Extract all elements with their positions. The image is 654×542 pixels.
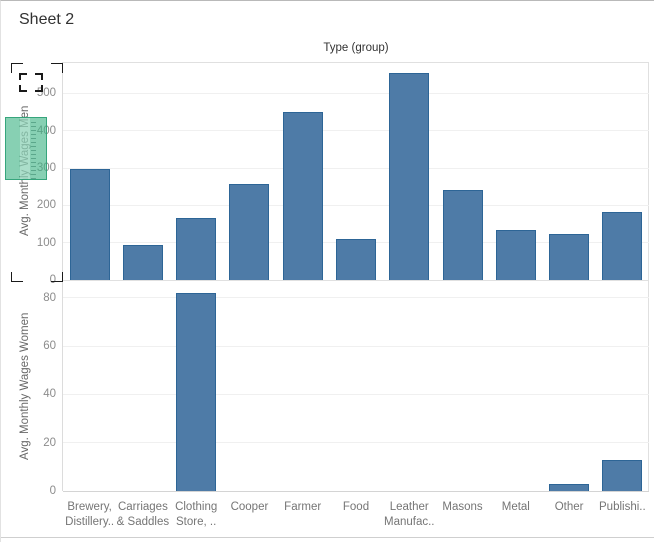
sheet-title: Sheet 2: [19, 11, 75, 28]
column-field-header: Type (group): [323, 42, 389, 54]
y-tick-label: 40: [43, 388, 56, 401]
zoom-icon-corner: [35, 73, 43, 80]
axis-highlight-tick: [31, 122, 36, 123]
axis-highlight-strip: [20, 118, 30, 179]
y-tick-label: 80: [43, 291, 56, 304]
gridline: [63, 442, 649, 444]
y-tick-label: 200: [36, 199, 56, 212]
pane-wages-women[interactable]: [63, 281, 649, 492]
category-label[interactable]: Food: [342, 501, 370, 513]
bar-women-2[interactable]: [176, 293, 217, 491]
y-tick-label: 60: [43, 340, 56, 353]
axis-highlight-tick: [31, 146, 36, 147]
category-label[interactable]: Metal: [501, 501, 530, 513]
category-label[interactable]: Farmer: [284, 501, 322, 513]
category-label[interactable]: Other: [554, 501, 584, 513]
category-label[interactable]: Brewery, Distillery..: [65, 501, 115, 528]
category-label[interactable]: Cooper: [230, 501, 269, 513]
bar-men-4[interactable]: [282, 112, 323, 280]
bar-men-10[interactable]: [602, 212, 643, 280]
axis-highlight-tick: [31, 174, 36, 175]
axis-highlight-tick: [31, 166, 36, 167]
axis-highlight-tick: [31, 154, 36, 155]
y-axis-title-women[interactable]: Avg. Monthly Wages Women: [19, 312, 31, 460]
pane-wages-men[interactable]: [63, 62, 649, 281]
bar-men-3[interactable]: [229, 183, 270, 280]
axis-highlight-tick: [31, 138, 36, 139]
axis-highlight-tick: [31, 178, 36, 179]
bar-men-5[interactable]: [336, 238, 376, 280]
category-label[interactable]: Masons: [442, 501, 483, 513]
bar-men-8[interactable]: [495, 230, 536, 280]
y-tick-label: 100: [36, 236, 56, 249]
category-label[interactable]: Publishi..: [599, 501, 646, 513]
axis-highlight-tick: [31, 134, 36, 135]
bar-men-1[interactable]: [122, 245, 163, 280]
gridline: [63, 167, 649, 169]
bar-men-0[interactable]: [69, 168, 110, 280]
gridline: [63, 204, 649, 206]
axis-highlight-tick: [31, 126, 36, 127]
bar-men-7[interactable]: [442, 189, 483, 280]
y-tick-label: 0: [49, 485, 56, 497]
window-bottom-border: [1, 537, 654, 538]
axis-range-highlight: [5, 117, 47, 180]
category-label[interactable]: Carriages & Saddles: [116, 501, 170, 528]
bar-men-2[interactable]: [176, 218, 217, 280]
gridline: [63, 130, 649, 132]
gridline: [63, 393, 649, 395]
bar-women-10[interactable]: [602, 459, 643, 491]
axis-highlight-tick: [31, 142, 36, 143]
axis-highlight-tick: [31, 158, 36, 159]
gridline: [63, 92, 649, 94]
axis-highlight-tick: [31, 162, 36, 163]
category-label[interactable]: Leather Manufac..: [384, 501, 435, 528]
category-label[interactable]: Clothing Store, ..: [175, 501, 218, 528]
bar-men-9[interactable]: [549, 233, 590, 280]
bar-women-9[interactable]: [549, 483, 590, 491]
axis-highlight-tick: [31, 130, 36, 131]
gridline: [63, 297, 649, 299]
y-tick-label: 20: [43, 436, 56, 449]
gridline: [63, 345, 649, 347]
axis-highlight-tick: [31, 150, 36, 151]
axis-highlight-tick: [31, 170, 36, 171]
y-tick-label: 0: [49, 274, 56, 286]
bar-men-6[interactable]: [389, 72, 430, 280]
